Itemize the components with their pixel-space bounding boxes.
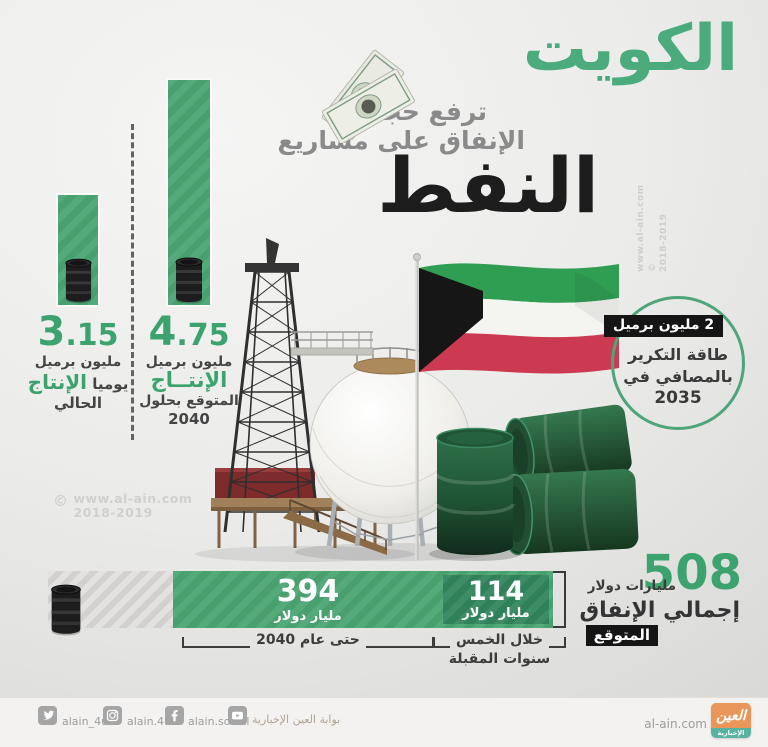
bracket-line — [549, 637, 566, 649]
current-production-unit: مليون برميل — [34, 354, 122, 370]
bracket-line — [182, 637, 251, 649]
refining-line2: بالمصافي في — [623, 367, 733, 386]
refining-badge: 2 مليون برميل — [604, 315, 724, 337]
title-oil-word: النفط — [377, 141, 599, 230]
current-production-label2: الحالي — [53, 394, 103, 412]
total-spending-unit: مليارات دولار — [587, 578, 676, 594]
footer-strip — [0, 697, 768, 747]
watermark-site: www.al-ain.com — [636, 184, 646, 272]
spending-total-bracket — [553, 571, 566, 628]
future-production-unit: مليون برميل — [145, 354, 233, 370]
title-line3: الإنفاق على مشاريع — [277, 126, 525, 155]
total-spending-value: 508 — [641, 545, 742, 601]
alain-logo: العين الإخبارية — [711, 703, 751, 738]
spending-394-unit: مليار دولار — [274, 608, 342, 624]
chart-divider-dashed-line — [131, 124, 134, 440]
alain-logo-subtitle: الإخبارية — [711, 728, 751, 738]
refining-year: 2035 — [654, 387, 702, 408]
next-5-years-label1: خلال الخمس — [455, 632, 544, 648]
value-integer: 3 — [37, 309, 66, 355]
future-production-year: 2040 — [168, 410, 210, 428]
oil-barrel-icon — [51, 584, 81, 636]
watermark-years: 2018-2019 — [659, 213, 670, 272]
derrick-shadow — [195, 546, 415, 562]
current-production-value: 3.15 — [28, 312, 128, 352]
twitter-icon[interactable] — [38, 706, 57, 725]
facebook-icon[interactable] — [165, 706, 184, 725]
spending-114-unit: مليار دولار — [462, 606, 530, 621]
future-production-label: الإنتــاج — [150, 368, 228, 392]
footer-site-url[interactable]: al-ain.com — [644, 717, 707, 731]
title-country: الكويت — [522, 12, 738, 86]
derrick-mast — [266, 238, 279, 263]
copyright-icon: © — [647, 262, 658, 273]
spending-114-segment: 114 مليار دولار — [443, 575, 549, 624]
oil-facility-illustration — [195, 238, 639, 562]
twitter-handle[interactable]: alain_4u — [62, 715, 109, 728]
refining-line1: طاقة التكرير — [627, 345, 729, 365]
kuwait-flag — [419, 263, 619, 374]
alain-logo-title: العين — [711, 703, 751, 728]
walkway-bridge — [290, 331, 374, 356]
current-production-label: يوميا الإنتاج — [8, 370, 148, 394]
watermark-site: www.al-ain.com — [73, 491, 193, 506]
watermark-left: © www.al-ain.com 2018-2019 — [53, 491, 193, 521]
tank-legs — [326, 499, 454, 547]
green-oil-barrels — [429, 404, 639, 561]
total-spending-badge: المتوقع — [585, 625, 658, 646]
label-production-highlight: الإنتاج — [27, 370, 88, 394]
bracket-line — [433, 637, 450, 649]
until-2040-label: حتى عام 2040 — [256, 632, 360, 648]
total-spending-label: إجمالي الإنفاق — [579, 598, 740, 623]
youtube-icon[interactable] — [228, 706, 247, 725]
derrick-crown — [245, 263, 299, 272]
youtube-portal-label: بوابة العين الإخبارية — [252, 713, 341, 726]
oil-barrel-icon — [175, 257, 203, 304]
copyright-icon: © — [53, 492, 69, 510]
spending-394-value: 394 — [276, 573, 340, 609]
instagram-handle[interactable]: alain.4u — [127, 715, 172, 728]
value-integer: 4 — [148, 309, 177, 355]
watermark-right-vertical: www.al-ain.com © 2018-2019 — [636, 177, 671, 272]
instagram-icon[interactable] — [103, 706, 122, 725]
oil-derrick-tower — [223, 271, 321, 533]
watermark-years: 2018-2019 — [73, 505, 153, 521]
future-production-label2: المتوقع بحلول — [139, 393, 239, 409]
dollar-bills-illustration — [321, 49, 415, 143]
oil-barrel-icon — [65, 258, 92, 304]
next-5-years-underline: خلال الخمس — [433, 632, 566, 649]
value-fraction: .15 — [65, 318, 119, 353]
flag-pole — [413, 253, 421, 560]
spending-394-segment: 394 مليار دولار — [173, 576, 443, 624]
value-fraction: .75 — [176, 318, 230, 353]
bracket-line — [365, 637, 434, 649]
future-production-value: 4.75 — [139, 312, 239, 352]
next-5-years-label2: سنوات المقبلة — [448, 651, 551, 667]
spending-114-value: 114 — [467, 576, 525, 607]
refining-capacity-circle: طاقة التكرير بالمصافي في 2035 — [611, 296, 745, 430]
label-daily: يوميا — [92, 375, 129, 393]
until-2040-underline: حتى عام 2040 — [182, 632, 434, 649]
